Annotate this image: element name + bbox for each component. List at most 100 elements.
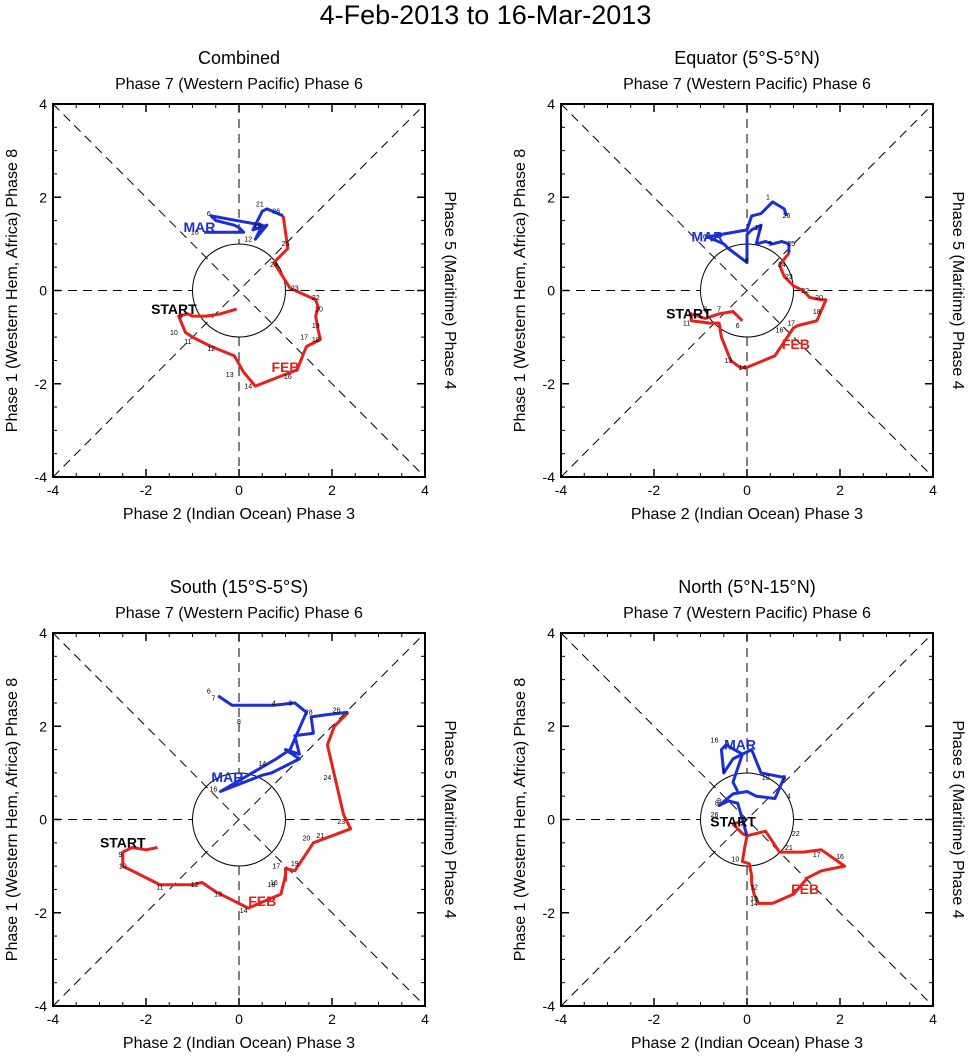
y-tick-label: 2 bbox=[39, 718, 47, 734]
feb-day-label: 10 bbox=[119, 863, 127, 870]
mar-day-label: 3 bbox=[288, 700, 292, 707]
y-tick-label: 4 bbox=[39, 625, 47, 641]
x-tick-label: -4 bbox=[47, 1011, 60, 1027]
feb-day-label: 16 bbox=[270, 880, 278, 887]
feb-day-label: 13 bbox=[750, 896, 758, 903]
top-axis-label: Phase 7 (Western Pacific) Phase 6 bbox=[115, 605, 363, 622]
top-axis-label: Phase 7 (Western Pacific) Phase 6 bbox=[623, 605, 871, 622]
feb-day-label: 10 bbox=[170, 330, 178, 337]
unit-circle bbox=[192, 243, 286, 338]
feb-label: FEB bbox=[248, 893, 276, 909]
feb-day-label: 17 bbox=[813, 852, 821, 859]
x-tick-label: -2 bbox=[140, 1011, 153, 1027]
x-tick-label: 0 bbox=[235, 1011, 243, 1027]
x-tick-label: 4 bbox=[929, 482, 937, 498]
y-tick-label: -2 bbox=[35, 905, 48, 921]
top-axis-label: Phase 7 (Western Pacific) Phase 6 bbox=[115, 76, 363, 93]
panel-title: Combined bbox=[198, 48, 280, 68]
feb-day-label: 11 bbox=[156, 884, 163, 891]
x-tick-label: 0 bbox=[743, 482, 751, 498]
x-tick-label: -4 bbox=[555, 482, 568, 498]
feb-day-label: 12 bbox=[207, 346, 215, 353]
y-tick-label: 4 bbox=[547, 625, 555, 641]
mar-day-label: 28 bbox=[305, 710, 313, 717]
mar-day-label: 6 bbox=[207, 689, 211, 696]
x-tick-label: -2 bbox=[648, 1011, 661, 1027]
mar-day-label: 16 bbox=[210, 787, 218, 794]
mar-day-label: 1 bbox=[722, 768, 726, 775]
feb-day-label: 9 bbox=[118, 852, 122, 859]
feb-day-label: 16 bbox=[284, 374, 292, 381]
x-tick-label: -4 bbox=[555, 1011, 568, 1027]
feb-day-label: 11 bbox=[184, 339, 191, 346]
y-tick-label: 2 bbox=[547, 189, 555, 205]
mar-day-label: 16 bbox=[699, 234, 707, 241]
x-tick-label: 2 bbox=[328, 1011, 336, 1027]
feb-day-label: 24 bbox=[323, 775, 331, 782]
y-tick-label: -2 bbox=[543, 905, 556, 921]
y-tick-label: 0 bbox=[547, 283, 555, 299]
left-axis-label: Phase 1 (Western Hem, Africa) Phase 8 bbox=[512, 678, 529, 961]
mar-label: MAR bbox=[184, 219, 216, 235]
feb-day-label: 7 bbox=[717, 306, 721, 313]
mar-day-label: 12 bbox=[244, 237, 252, 244]
mar-day-label: 26 bbox=[783, 213, 791, 220]
feb-day-label: 13 bbox=[725, 358, 733, 365]
feb-day-label: 20 bbox=[303, 835, 311, 842]
mar-day-label: 8 bbox=[745, 258, 749, 265]
feb-day-label: 23 bbox=[785, 274, 793, 281]
mar-day-label: 9 bbox=[717, 798, 721, 805]
feb-day-label: 19 bbox=[312, 323, 320, 330]
x-tick-label: -2 bbox=[648, 482, 661, 498]
feb-day-label: 16 bbox=[776, 327, 784, 334]
feb-day-label: 19 bbox=[291, 861, 299, 868]
feb-series-line bbox=[121, 711, 353, 910]
feb-day-label: 24 bbox=[778, 262, 786, 269]
mar-label: MAR bbox=[692, 229, 724, 245]
mar-day-label: 8 bbox=[237, 719, 241, 726]
top-axis-label: Phase 7 (Western Pacific) Phase 6 bbox=[623, 76, 871, 93]
feb-day-label: 25 bbox=[282, 241, 290, 248]
y-tick-label: -4 bbox=[35, 469, 48, 485]
right-axis-label: Phase 5 (Maritime) Phase 4 bbox=[441, 191, 458, 389]
mar-day-label: 8 bbox=[715, 801, 719, 808]
y-tick-label: 2 bbox=[39, 189, 47, 205]
left-axis-label: Phase 1 (Western Hem, Africa) Phase 8 bbox=[4, 678, 21, 961]
mar-day-label: 12 bbox=[755, 225, 763, 232]
feb-day-label: 25 bbox=[787, 241, 795, 248]
mar-day-label: 26 bbox=[272, 209, 280, 216]
feb-day-label: 12 bbox=[750, 884, 758, 891]
start-label: START bbox=[666, 305, 712, 321]
feb-day-label: 22 bbox=[792, 831, 800, 838]
feb-day-label: 21 bbox=[316, 833, 324, 840]
diagonal-line bbox=[52, 632, 426, 1007]
y-tick-label: 2 bbox=[547, 718, 555, 734]
bottom-axis-label: Phase 2 (Indian Ocean) Phase 3 bbox=[123, 506, 355, 523]
x-tick-label: 0 bbox=[743, 1011, 751, 1027]
feb-day-label: 11 bbox=[683, 320, 690, 327]
mar-day-label: 26 bbox=[711, 812, 719, 819]
feb-label: FEB bbox=[791, 881, 819, 897]
diagonal-line bbox=[560, 632, 934, 1007]
feb-day-label: 20 bbox=[815, 295, 823, 302]
mar-day-label: 14 bbox=[258, 761, 266, 768]
bottom-axis-label: Phase 2 (Indian Ocean) Phase 3 bbox=[631, 506, 863, 523]
feb-day-label: 6 bbox=[736, 323, 740, 330]
mar-day-label: 10 bbox=[254, 223, 262, 230]
mar-label: MAR bbox=[724, 737, 756, 753]
feb-series-line bbox=[177, 215, 322, 388]
y-tick-label: -4 bbox=[543, 998, 556, 1014]
mar-day-label: 4 bbox=[272, 700, 276, 707]
x-tick-label: 2 bbox=[836, 482, 844, 498]
mar-day-label: 1 bbox=[766, 195, 770, 202]
left-axis-label: Phase 1 (Western Hem, Africa) Phase 8 bbox=[512, 149, 529, 432]
feb-day-label: 21 bbox=[785, 845, 793, 852]
feb-day-label: 10 bbox=[731, 856, 739, 863]
feb-series-line bbox=[689, 252, 828, 369]
y-tick-label: -2 bbox=[543, 376, 556, 392]
feb-day-label: 23 bbox=[291, 286, 299, 293]
